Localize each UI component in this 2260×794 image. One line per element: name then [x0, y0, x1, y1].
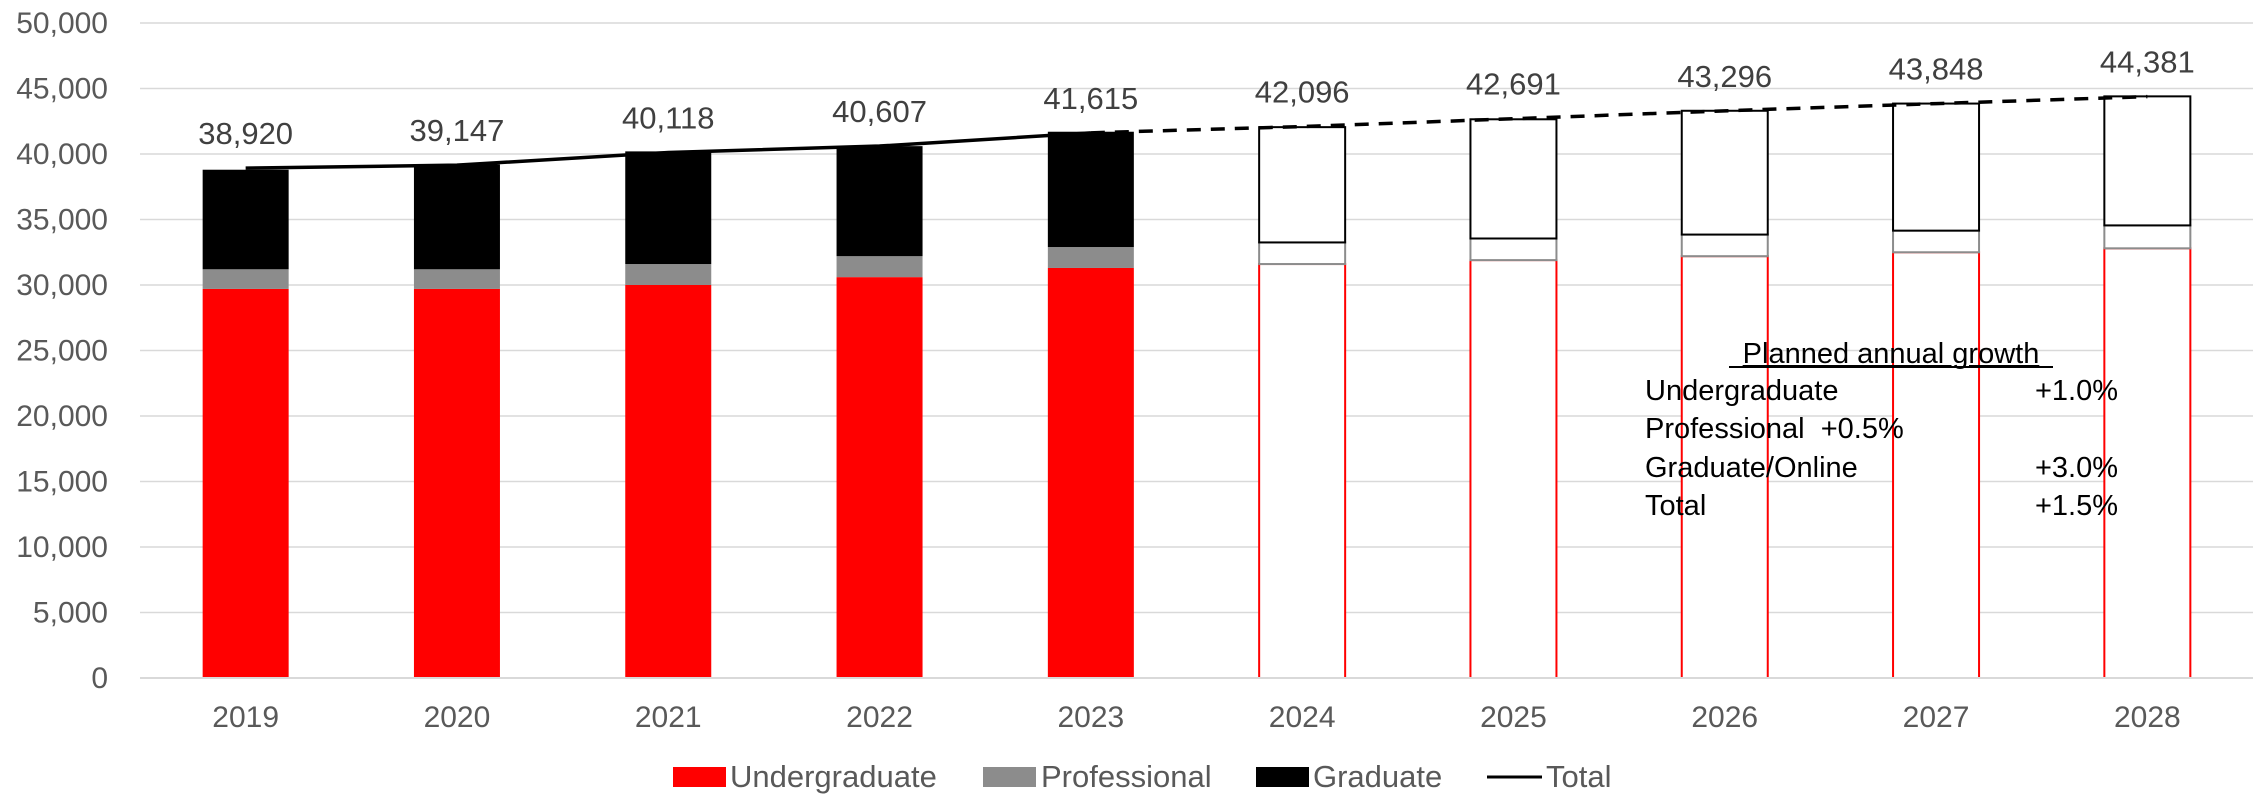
annotation-row-label: Professional +0.5%: [1645, 413, 1904, 445]
y-tick-label: 50,000: [16, 7, 108, 40]
y-tick-label: 15,000: [16, 466, 108, 499]
y-tick-label: 25,000: [16, 335, 108, 368]
bar-segment-undergraduate-2027: [1892, 251, 1981, 679]
legend-label-total: Total: [1546, 759, 1611, 794]
bar-segment-undergraduate-2025: [1469, 259, 1558, 679]
y-tick-label: 20,000: [16, 400, 108, 433]
bar-segment-graduate-2028: [2103, 95, 2192, 227]
total-data-labels: 38,920 39,147 40,118 40,607 41,615 42,096 42,6…: [198, 45, 2195, 152]
x-tick-label: 2025: [1480, 701, 1547, 734]
y-tick-label: 40,000: [16, 138, 108, 171]
total-data-label: 41,615: [1043, 81, 1138, 116]
total-data-label: 43,848: [1889, 52, 1984, 87]
bar-segment-undergraduate-2026: [1680, 255, 1769, 679]
bar-segment-undergraduate-2020: [413, 288, 500, 678]
bar-segment-graduate-2025: [1469, 118, 1558, 240]
legend-label-undergraduate: Undergraduate: [730, 759, 937, 794]
growth-annotation: Planned annual growth Undergraduate +1.0…: [1645, 338, 2118, 522]
legend-label-professional: Professional: [1041, 759, 1212, 794]
bar-segment-graduate-2024: [1258, 126, 1347, 244]
bar-segment-undergraduate-2028: [2103, 247, 2192, 679]
bar-segment-undergraduate-2023: [1047, 267, 1134, 678]
y-tick-label: 45,000: [16, 73, 108, 106]
bar-segment-graduate-2020: [413, 164, 500, 270]
annotation-row-value: +1.5%: [2035, 490, 2118, 522]
bar-segment-professional-2024: [1258, 241, 1347, 266]
total-data-label: 44,381: [2100, 45, 2195, 80]
bar-segment-professional-2021: [625, 264, 712, 285]
annotation-row-label: Total: [1645, 490, 1706, 522]
total-line: [245, 94, 2148, 170]
y-tick-label: 30,000: [16, 269, 108, 302]
total-data-label: 39,147: [410, 113, 505, 148]
bar-segment-graduate-2027: [1892, 102, 1981, 232]
bar-segment-professional-2023: [1047, 247, 1134, 268]
bar-segment-graduate-2026: [1680, 109, 1769, 236]
total-data-label: 38,920: [198, 116, 293, 151]
legend-label-graduate: Graduate: [1313, 759, 1442, 794]
total-data-label: 40,118: [622, 100, 715, 135]
bar-segment-professional-2027: [1892, 229, 1981, 254]
y-tick-label: 10,000: [16, 531, 108, 564]
total-data-label: 43,296: [1677, 59, 1772, 94]
legend-swatch-professional: [983, 767, 1036, 787]
bar-segment-professional-2020: [413, 269, 500, 289]
total-data-label: 40,607: [832, 94, 927, 129]
x-tick-label: 2020: [424, 701, 491, 734]
bar-segment-professional-2019: [202, 269, 289, 289]
legend-swatch-undergraduate: [673, 767, 726, 787]
bar-segment-graduate-2021: [625, 151, 712, 265]
bar-segment-graduate-2019: [202, 169, 289, 270]
total-data-label: 42,096: [1255, 75, 1350, 110]
bars: [202, 95, 2192, 679]
legend: Undergraduate Professional Graduate Tota…: [673, 759, 1611, 794]
annotation-row-label: Graduate/Online: [1645, 452, 1858, 484]
annotation-row-value: +1.0%: [2035, 375, 2118, 407]
x-tick-label: 2027: [1903, 701, 1970, 734]
x-tick-label: 2021: [635, 701, 702, 734]
x-tick-label: 2019: [212, 701, 279, 734]
x-axis: 2019 2020 2021 2022 2023 2024 2025 2026 2027 2028: [140, 677, 2253, 734]
bar-segment-professional-2022: [836, 256, 923, 278]
legend-swatch-graduate: [1256, 767, 1309, 787]
bar-segment-professional-2028: [2103, 224, 2192, 250]
y-tick-label: 0: [91, 662, 108, 695]
bar-segment-graduate-2022: [836, 146, 923, 257]
x-tick-label: 2026: [1691, 701, 1758, 734]
bar-segment-undergraduate-2022: [836, 277, 923, 678]
bar-segment-undergraduate-2021: [625, 285, 712, 678]
bar-segment-professional-2026: [1680, 233, 1769, 258]
y-axis: 0 5,000 10,000 15,000 20,000 25,000 30,000 35,0…: [16, 7, 108, 695]
y-tick-label: 35,000: [16, 204, 108, 237]
annotation-row-label: Undergraduate: [1645, 375, 1838, 407]
total-data-label: 42,691: [1466, 67, 1561, 102]
bar-segment-professional-2025: [1469, 237, 1558, 262]
annotation-title: Planned annual growth: [1743, 338, 2040, 370]
annotation-row-value: +3.0%: [2035, 452, 2118, 484]
bar-segment-undergraduate-2024: [1258, 263, 1347, 679]
bar-segment-graduate-2023: [1047, 131, 1134, 248]
x-tick-label: 2022: [846, 701, 913, 734]
total-line-actual: [245, 131, 1091, 170]
x-tick-label: 2028: [2114, 701, 2181, 734]
x-tick-label: 2024: [1269, 701, 1336, 734]
y-tick-label: 5,000: [33, 597, 108, 630]
x-tick-label: 2023: [1057, 701, 1124, 734]
total-line-projected: [1090, 94, 2148, 135]
bar-segment-undergraduate-2019: [202, 288, 289, 678]
